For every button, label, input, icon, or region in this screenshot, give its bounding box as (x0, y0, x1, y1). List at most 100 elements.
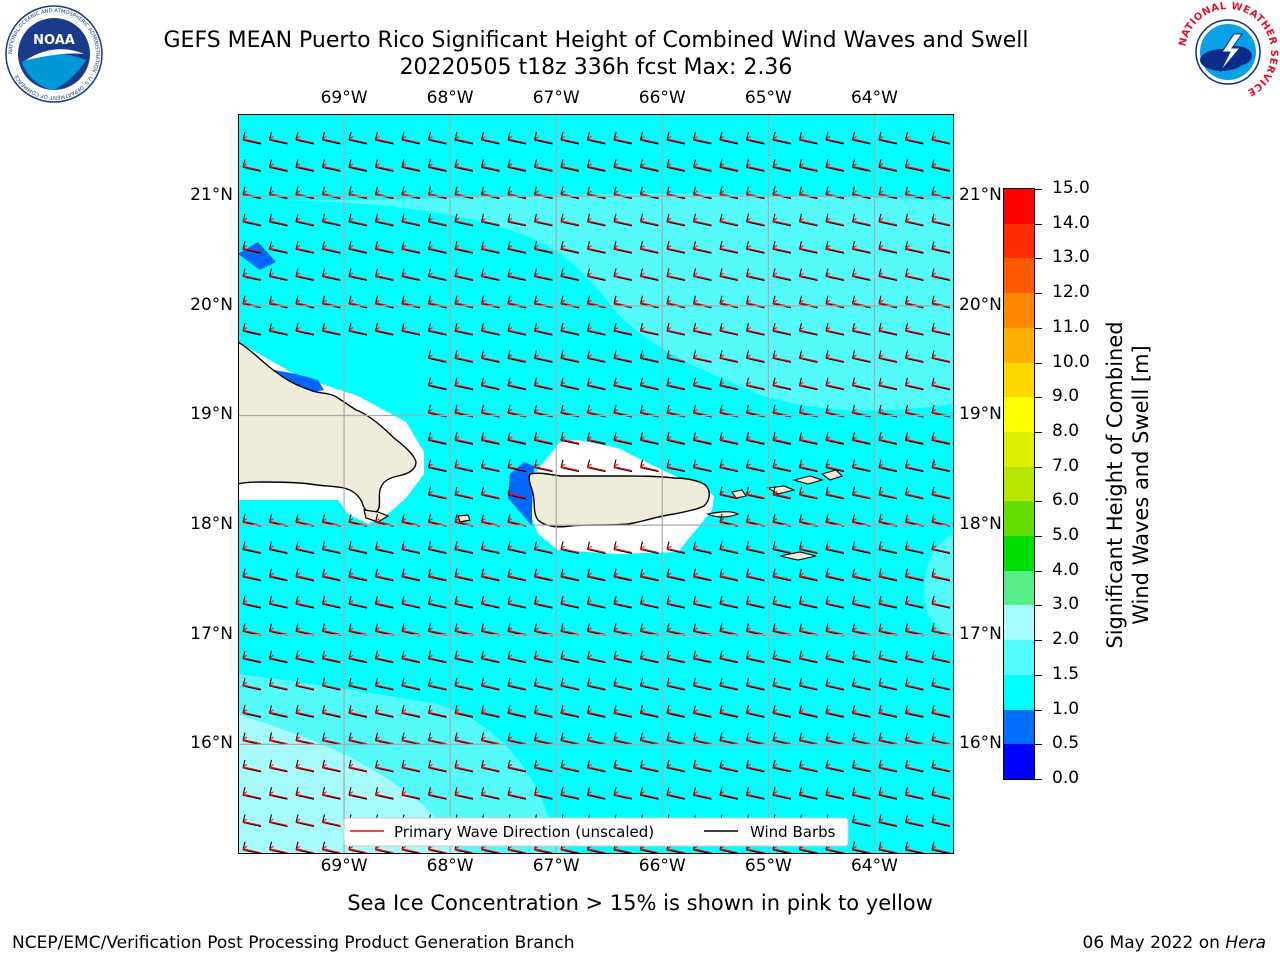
wave-height-map: Primary Wave Direction (unscaled) Wind B… (238, 114, 954, 854)
wave-direction-arrow (905, 463, 924, 472)
wave-direction-arrow (560, 217, 580, 226)
colorbar-segment (1004, 258, 1034, 294)
wave-direction-arrow (799, 654, 818, 663)
wave-direction-arrow (401, 217, 421, 226)
wave-direction-arrow (428, 572, 447, 581)
wave-direction-arrow (269, 791, 288, 799)
footer-right: 06 May 2022 on Hera (1083, 933, 1267, 953)
wave-direction-arrow (507, 545, 527, 553)
wave-direction-arrow (269, 818, 288, 826)
wave-direction-arrow (401, 763, 421, 772)
wave-direction-arrow (666, 682, 686, 690)
wave-direction-arrow (348, 136, 368, 144)
wave-direction-arrow (375, 272, 394, 280)
wave-direction-arrow (613, 381, 633, 390)
wave-direction-arrow (693, 463, 712, 472)
wave-direction-arrow (905, 327, 924, 335)
wave-direction-arrow (746, 709, 765, 717)
wave-direction-arrow (295, 791, 315, 799)
wave-direction-arrow (772, 327, 792, 335)
wave-direction-arrow (693, 436, 712, 444)
wave-direction-arrow (852, 818, 871, 826)
colorbar-tick-mark (1034, 397, 1042, 399)
wave-direction-arrow (905, 436, 924, 444)
wave-direction-arrow (587, 763, 606, 772)
land-vieques (706, 511, 740, 518)
wave-direction-arrow (507, 845, 527, 854)
colorbar-tick-mark (1034, 744, 1042, 746)
wave-direction-arrow (799, 545, 818, 553)
wave-direction-arrow (454, 163, 474, 171)
wave-direction-arrow (322, 736, 341, 745)
wave-direction-arrow (269, 572, 288, 581)
wave-direction-arrow (507, 654, 527, 663)
wave-direction-arrow (375, 845, 394, 854)
wave-direction-arrow (507, 436, 527, 444)
wave-direction-arrow (560, 627, 580, 635)
wave-direction-arrow (640, 436, 659, 444)
wave-direction-arrow (401, 272, 421, 280)
lon-label-bottom: 64°W (850, 856, 898, 876)
wave-direction-arrow (825, 327, 845, 335)
wave-direction-arrow (878, 272, 898, 280)
wave-direction-arrow (878, 736, 898, 745)
wave-direction-arrow (852, 381, 871, 390)
wave-direction-arrow (560, 600, 580, 608)
colorbar-tick-label: 0.0 (1052, 768, 1080, 788)
wave-direction-arrow (772, 654, 792, 663)
colorbar-tick-label: 4.0 (1052, 559, 1080, 580)
wave-direction-arrow (454, 245, 474, 253)
wave-direction-arrow (799, 436, 818, 444)
colorbar-tick-label: 1.5 (1052, 663, 1080, 684)
wave-direction-arrow (719, 463, 739, 472)
wave-direction-arrow (852, 736, 871, 745)
colorbar-segment (1004, 709, 1034, 745)
wave-direction-arrow (905, 763, 924, 772)
wave-direction-arrow (507, 245, 527, 253)
wave-direction-arrow (428, 763, 447, 772)
wave-direction-arrow (613, 572, 633, 581)
lon-label-top: 68°W (426, 88, 474, 108)
colorbar-segment (1004, 431, 1034, 468)
wave-direction-arrow (454, 327, 474, 335)
wave-direction-arrow (481, 545, 500, 553)
wave-direction-arrow (401, 845, 421, 854)
wave-direction-arrow (322, 136, 341, 144)
wave-direction-arrow (772, 463, 792, 472)
wave-direction-arrow (560, 682, 580, 690)
wave-direction-arrow (534, 463, 553, 472)
wave-direction-arrow (852, 163, 871, 171)
wave-direction-arrow (401, 709, 421, 717)
colorbar-tick-label: 2.0 (1052, 629, 1080, 650)
wave-direction-arrow (666, 545, 686, 553)
wave-direction-arrow (825, 845, 845, 854)
wave-direction-arrow (322, 545, 341, 553)
wave-direction-arrow (375, 763, 394, 772)
wave-direction-arrow (507, 791, 527, 799)
wave-direction-arrow (375, 572, 394, 581)
wave-direction-arrow (878, 163, 898, 171)
colorbar-title-line2: Wind Waves and Swell [m] (1129, 345, 1153, 625)
wave-direction-arrow (666, 845, 686, 854)
wave-direction-arrow (507, 627, 527, 635)
wave-direction-arrow (587, 736, 606, 745)
wave-direction-arrow (825, 572, 845, 581)
wave-direction-arrow (269, 736, 288, 745)
wave-direction-arrow (693, 654, 712, 663)
wave-direction-arrow (587, 845, 606, 854)
wave-direction-arrow (878, 490, 898, 499)
wave-direction-arrow (825, 600, 845, 608)
wave-direction-arrow (799, 791, 818, 799)
colorbar-segment (1004, 674, 1034, 711)
map-panel[interactable]: Primary Wave Direction (unscaled) Wind B… (238, 114, 954, 854)
wave-direction-arrow (348, 845, 368, 854)
wave-direction-arrow (746, 381, 765, 390)
wave-direction-arrow (534, 327, 553, 335)
wave-direction-arrow (825, 682, 845, 690)
wave-direction-arrow (375, 682, 394, 690)
wave-direction-arrow (269, 682, 288, 690)
wave-direction-arrow (852, 845, 871, 854)
wave-direction-arrow (719, 354, 739, 362)
chart-title-line2: 20220505 t18z 336h fcst Max: 2.36 (399, 55, 793, 80)
wave-direction-arrow (428, 436, 447, 444)
